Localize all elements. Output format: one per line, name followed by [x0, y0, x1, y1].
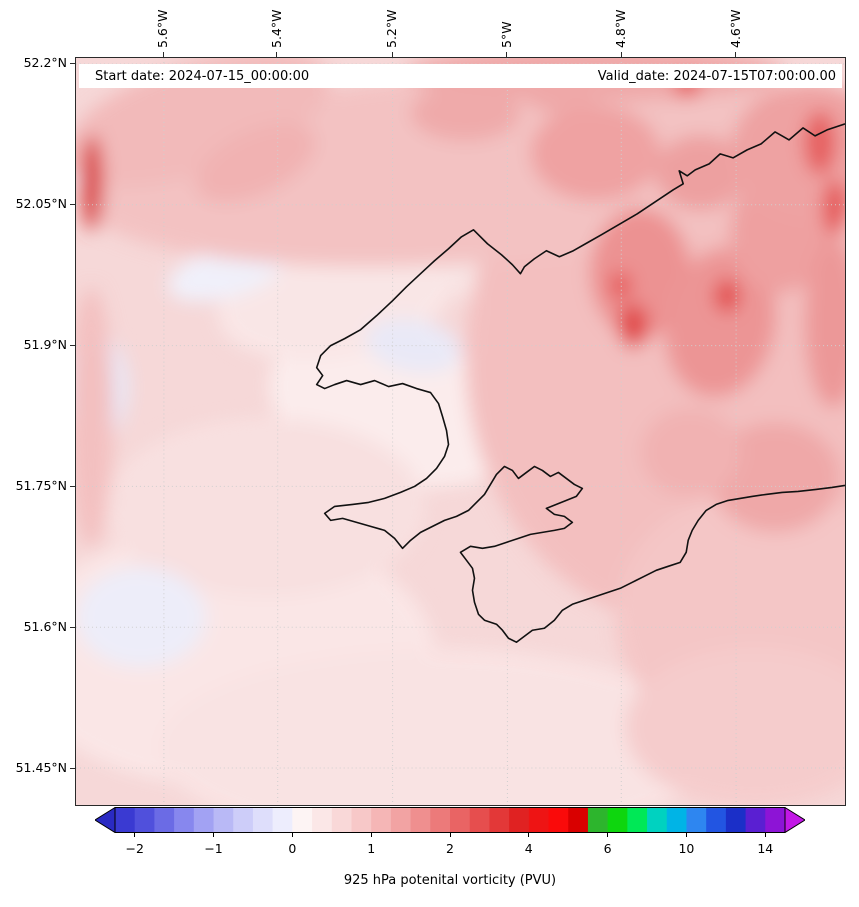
colorbar-tick-label: 10 — [678, 841, 695, 856]
colorbar-tick-label: 0 — [288, 841, 297, 856]
colorbar-tick-label: −1 — [204, 841, 223, 856]
colorbar-tick-label: 1 — [367, 841, 376, 856]
x-tick-mark — [506, 52, 508, 57]
colorbar-left-arrow — [95, 807, 116, 833]
x-tick-mark — [276, 52, 278, 57]
y-tick-label: 52.2°N — [23, 54, 67, 70]
colorbar-tick-mark — [764, 833, 766, 837]
colorbar-tick-mark — [685, 833, 687, 837]
date-banner: Start date: 2024-07-15_00:00:00 Valid_da… — [79, 64, 842, 88]
x-tick-text: 5.4°W — [268, 9, 284, 49]
x-tick-text: 5°W — [498, 21, 514, 48]
x-tick-text: 5.2°W — [384, 9, 399, 49]
colorbar-tick-mark — [607, 833, 609, 837]
gridlines — [76, 58, 845, 805]
colorbar-label: 925 hPa potenital vorticity (PVU) — [343, 873, 557, 888]
colorbar-tick-mark — [370, 833, 372, 837]
y-tick-mark — [70, 62, 75, 64]
colorbar-tick-mark — [213, 833, 215, 837]
x-tick-text: 4.8°W — [613, 9, 628, 49]
colorbar-tick-mark — [528, 833, 530, 837]
map-plot: Start date: 2024-07-15_00:00:00 Valid_da… — [75, 57, 846, 806]
x-tick-text: 5.6°W — [155, 9, 170, 49]
field-blobs — [76, 58, 845, 805]
y-tick-mark — [70, 203, 75, 205]
start-date-text: Start date: 2024-07-15_00:00:00 — [95, 68, 310, 84]
y-tick-mark — [70, 485, 75, 487]
colorbar-tick-mark — [291, 833, 293, 837]
colorbar-right-arrow — [784, 807, 805, 833]
colorbar-tick-label: 4 — [524, 841, 533, 856]
x-tick-mark — [162, 52, 164, 57]
y-tick-label: 51.9°N — [23, 336, 67, 352]
colorbar-svg — [95, 807, 805, 833]
colorbar-tick-label: −2 — [125, 841, 144, 856]
colorbar-tick-mark — [134, 833, 136, 837]
coastline — [315, 123, 845, 644]
x-tick-mark — [735, 52, 737, 57]
colorbar-tick-label: 14 — [757, 841, 774, 856]
colorbar-tick-label: 6 — [603, 841, 612, 856]
valid-date-text: Valid_date: 2024-07-15T07:00:00.00 — [597, 68, 836, 84]
y-tick-mark — [70, 767, 75, 769]
y-tick-label: 52.05°N — [15, 195, 67, 211]
y-tick-mark — [70, 626, 75, 628]
colorbar-tick-mark — [449, 833, 451, 837]
x-tick-text: 4.6°W — [727, 9, 743, 49]
y-tick-label: 51.75°N — [15, 477, 67, 493]
y-tick-mark — [70, 344, 75, 346]
x-tick-mark — [620, 52, 622, 57]
colorbar-ticks: −2 −1 0 1 2 4 6 10 14 — [95, 833, 805, 873]
pv-field-svg — [76, 58, 845, 805]
y-tick-label: 51.6°N — [23, 618, 67, 634]
colorbar-tick-label: 2 — [446, 841, 454, 856]
colorbar: −2 −1 0 1 2 4 6 10 14 925 hPa potenital vorticit… — [95, 807, 805, 888]
x-tick-mark — [391, 52, 393, 57]
y-tick-label: 51.45°N — [15, 759, 67, 775]
